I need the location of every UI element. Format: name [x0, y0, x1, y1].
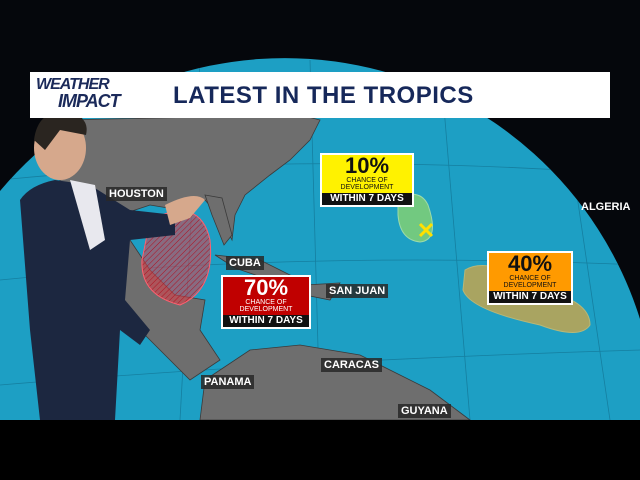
florida	[204, 194, 233, 246]
outlook-line2: DEVELOPMENT	[340, 184, 394, 191]
outlook-window: WITHIN 7 DAYS	[223, 315, 309, 327]
letterbox-bottom	[0, 420, 640, 480]
outlook-line1: CHANCE OF	[245, 299, 287, 306]
outlook-window: WITHIN 7 DAYS	[489, 291, 571, 303]
storm-x-icon	[418, 222, 434, 238]
city-label-panama: PANAMA	[201, 375, 255, 389]
city-label-guyana: GUYANA	[398, 404, 451, 418]
outlook-window: WITHIN 7 DAYS	[322, 193, 412, 205]
outlook-line1: CHANCE OF	[509, 275, 551, 282]
presenter	[20, 111, 205, 420]
city-label-san-juan: SAN JUAN	[326, 284, 389, 298]
city-label-cuba: CUBA	[226, 256, 264, 270]
outlook-percent: 70%	[243, 275, 289, 300]
city-label-houston: HOUSTON	[106, 187, 167, 201]
weather-impact-logo: WEATHER IMPACT	[36, 76, 121, 111]
outlook-line2: DEVELOPMENT	[239, 306, 293, 313]
page-title: LATEST IN THE TROPICS	[173, 82, 474, 109]
logo-line2: IMPACT	[58, 91, 121, 111]
outlook-box-10: 10% CHANCE OF DEVELOPMENT WITHIN 7 DAYS	[320, 153, 414, 207]
outlook-percent: 10%	[344, 153, 390, 178]
outlook-box-40: 40% CHANCE OF DEVELOPMENT WITHIN 7 DAYS	[487, 251, 573, 305]
outlook-box-70: 70% CHANCE OF DEVELOPMENT WITHIN 7 DAYS	[221, 275, 311, 329]
outlook-percent: 40%	[507, 251, 553, 276]
title-banner: WEATHER IMPACT LATEST IN THE TROPICS	[30, 72, 610, 118]
outlook-line1: CHANCE OF	[346, 177, 388, 184]
logo-line1: WEATHER	[36, 76, 110, 93]
city-label-caracas: CARACAS	[321, 358, 382, 372]
outlook-line2: DEVELOPMENT	[503, 282, 557, 289]
city-label-algeria: ALGERIA	[581, 201, 631, 213]
